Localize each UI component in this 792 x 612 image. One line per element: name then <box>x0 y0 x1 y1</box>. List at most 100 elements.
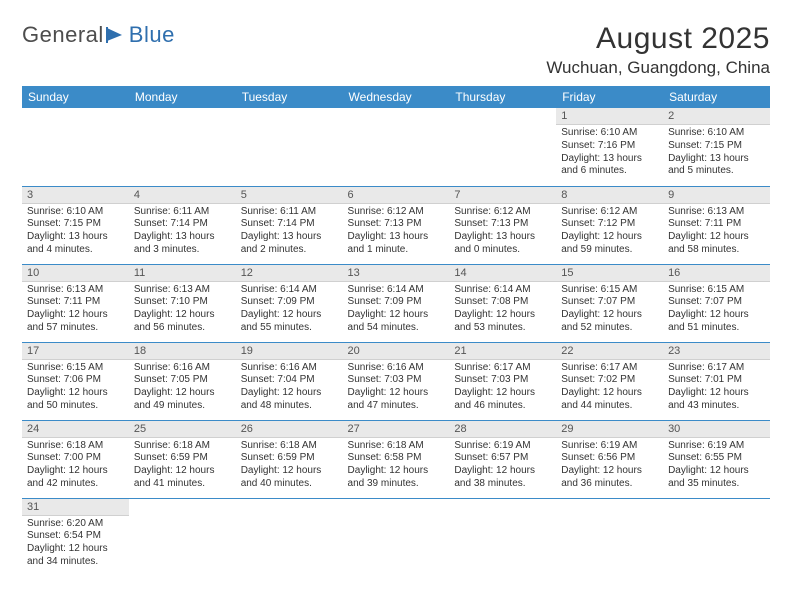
calendar-cell <box>236 108 343 186</box>
daylight-line: Daylight: 12 hours and 58 minutes. <box>668 231 765 257</box>
day-body: Sunrise: 6:18 AMSunset: 6:59 PMDaylight:… <box>129 438 236 494</box>
sunset-line: Sunset: 6:58 PM <box>348 452 445 465</box>
day-body: Sunrise: 6:19 AMSunset: 6:56 PMDaylight:… <box>556 438 663 494</box>
calendar-cell <box>129 498 236 576</box>
weekday-header: Thursday <box>449 86 556 108</box>
sunset-line: Sunset: 6:56 PM <box>561 452 658 465</box>
daylight-line: Daylight: 13 hours and 4 minutes. <box>27 231 124 257</box>
sunrise-line: Sunrise: 6:18 AM <box>27 440 124 453</box>
title-block: August 2025 Wuchuan, Guangdong, China <box>546 22 770 78</box>
calendar-cell: 3Sunrise: 6:10 AMSunset: 7:15 PMDaylight… <box>22 186 129 264</box>
day-number: 8 <box>556 187 663 204</box>
day-body: Sunrise: 6:17 AMSunset: 7:02 PMDaylight:… <box>556 360 663 416</box>
daylight-line: Daylight: 12 hours and 39 minutes. <box>348 465 445 491</box>
calendar-cell: 2Sunrise: 6:10 AMSunset: 7:15 PMDaylight… <box>663 108 770 186</box>
calendar-cell: 24Sunrise: 6:18 AMSunset: 7:00 PMDayligh… <box>22 420 129 498</box>
sunrise-line: Sunrise: 6:14 AM <box>241 284 338 297</box>
calendar-cell: 22Sunrise: 6:17 AMSunset: 7:02 PMDayligh… <box>556 342 663 420</box>
day-body: Sunrise: 6:13 AMSunset: 7:11 PMDaylight:… <box>663 204 770 260</box>
sunset-line: Sunset: 7:13 PM <box>348 218 445 231</box>
calendar-cell: 27Sunrise: 6:18 AMSunset: 6:58 PMDayligh… <box>343 420 450 498</box>
day-number: 3 <box>22 187 129 204</box>
sunset-line: Sunset: 6:54 PM <box>27 530 124 543</box>
sunrise-line: Sunrise: 6:18 AM <box>134 440 231 453</box>
daylight-line: Daylight: 12 hours and 55 minutes. <box>241 309 338 335</box>
sunrise-line: Sunrise: 6:10 AM <box>668 127 765 140</box>
sunset-line: Sunset: 7:14 PM <box>134 218 231 231</box>
calendar-cell <box>343 108 450 186</box>
sunset-line: Sunset: 7:04 PM <box>241 374 338 387</box>
sunrise-line: Sunrise: 6:14 AM <box>454 284 551 297</box>
calendar-body: 1Sunrise: 6:10 AMSunset: 7:16 PMDaylight… <box>22 108 770 576</box>
daylight-line: Daylight: 12 hours and 49 minutes. <box>134 387 231 413</box>
day-body: Sunrise: 6:16 AMSunset: 7:05 PMDaylight:… <box>129 360 236 416</box>
location: Wuchuan, Guangdong, China <box>546 58 770 78</box>
daylight-line: Daylight: 12 hours and 43 minutes. <box>668 387 765 413</box>
sunset-line: Sunset: 7:15 PM <box>668 140 765 153</box>
day-body: Sunrise: 6:15 AMSunset: 7:06 PMDaylight:… <box>22 360 129 416</box>
calendar-cell: 21Sunrise: 6:17 AMSunset: 7:03 PMDayligh… <box>449 342 556 420</box>
daylight-line: Daylight: 12 hours and 44 minutes. <box>561 387 658 413</box>
sunrise-line: Sunrise: 6:13 AM <box>134 284 231 297</box>
sunrise-line: Sunrise: 6:13 AM <box>27 284 124 297</box>
sunrise-line: Sunrise: 6:16 AM <box>348 362 445 375</box>
daylight-line: Daylight: 13 hours and 1 minute. <box>348 231 445 257</box>
calendar-cell: 4Sunrise: 6:11 AMSunset: 7:14 PMDaylight… <box>129 186 236 264</box>
day-body: Sunrise: 6:17 AMSunset: 7:01 PMDaylight:… <box>663 360 770 416</box>
sunrise-line: Sunrise: 6:10 AM <box>27 206 124 219</box>
sunrise-line: Sunrise: 6:17 AM <box>561 362 658 375</box>
day-body: Sunrise: 6:19 AMSunset: 6:57 PMDaylight:… <box>449 438 556 494</box>
daylight-line: Daylight: 12 hours and 57 minutes. <box>27 309 124 335</box>
calendar-cell: 26Sunrise: 6:18 AMSunset: 6:59 PMDayligh… <box>236 420 343 498</box>
calendar-cell <box>22 108 129 186</box>
daylight-line: Daylight: 13 hours and 6 minutes. <box>561 153 658 179</box>
weekday-header: Friday <box>556 86 663 108</box>
day-number: 21 <box>449 343 556 360</box>
calendar-cell <box>663 498 770 576</box>
calendar-cell: 7Sunrise: 6:12 AMSunset: 7:13 PMDaylight… <box>449 186 556 264</box>
sunset-line: Sunset: 7:03 PM <box>348 374 445 387</box>
calendar-cell <box>343 498 450 576</box>
day-number: 10 <box>22 265 129 282</box>
sunset-line: Sunset: 7:02 PM <box>561 374 658 387</box>
day-body: Sunrise: 6:20 AMSunset: 6:54 PMDaylight:… <box>22 516 129 572</box>
calendar-table: Sunday Monday Tuesday Wednesday Thursday… <box>22 86 770 576</box>
day-body: Sunrise: 6:17 AMSunset: 7:03 PMDaylight:… <box>449 360 556 416</box>
sunrise-line: Sunrise: 6:19 AM <box>668 440 765 453</box>
sunset-line: Sunset: 7:08 PM <box>454 296 551 309</box>
calendar-row: 3Sunrise: 6:10 AMSunset: 7:15 PMDaylight… <box>22 186 770 264</box>
header: General Blue August 2025 Wuchuan, Guangd… <box>22 22 770 78</box>
sunrise-line: Sunrise: 6:11 AM <box>241 206 338 219</box>
daylight-line: Daylight: 12 hours and 56 minutes. <box>134 309 231 335</box>
sunrise-line: Sunrise: 6:12 AM <box>454 206 551 219</box>
calendar-row: 31Sunrise: 6:20 AMSunset: 6:54 PMDayligh… <box>22 498 770 576</box>
sunrise-line: Sunrise: 6:10 AM <box>561 127 658 140</box>
day-body: Sunrise: 6:12 AMSunset: 7:12 PMDaylight:… <box>556 204 663 260</box>
daylight-line: Daylight: 13 hours and 2 minutes. <box>241 231 338 257</box>
sunset-line: Sunset: 7:09 PM <box>241 296 338 309</box>
sunset-line: Sunset: 7:01 PM <box>668 374 765 387</box>
sunrise-line: Sunrise: 6:13 AM <box>668 206 765 219</box>
calendar-cell <box>129 108 236 186</box>
daylight-line: Daylight: 12 hours and 36 minutes. <box>561 465 658 491</box>
calendar-row: 1Sunrise: 6:10 AMSunset: 7:16 PMDaylight… <box>22 108 770 186</box>
weekday-header: Saturday <box>663 86 770 108</box>
calendar-cell: 28Sunrise: 6:19 AMSunset: 6:57 PMDayligh… <box>449 420 556 498</box>
daylight-line: Daylight: 12 hours and 53 minutes. <box>454 309 551 335</box>
calendar-row: 10Sunrise: 6:13 AMSunset: 7:11 PMDayligh… <box>22 264 770 342</box>
weekday-header: Tuesday <box>236 86 343 108</box>
sunset-line: Sunset: 6:55 PM <box>668 452 765 465</box>
calendar-cell <box>556 498 663 576</box>
calendar-cell <box>449 108 556 186</box>
logo-flag-icon <box>106 26 128 44</box>
daylight-line: Daylight: 12 hours and 52 minutes. <box>561 309 658 335</box>
day-body: Sunrise: 6:10 AMSunset: 7:16 PMDaylight:… <box>556 125 663 181</box>
calendar-cell: 19Sunrise: 6:16 AMSunset: 7:04 PMDayligh… <box>236 342 343 420</box>
calendar-cell <box>449 498 556 576</box>
daylight-line: Daylight: 12 hours and 50 minutes. <box>27 387 124 413</box>
daylight-line: Daylight: 12 hours and 48 minutes. <box>241 387 338 413</box>
sunset-line: Sunset: 7:07 PM <box>561 296 658 309</box>
calendar-cell: 18Sunrise: 6:16 AMSunset: 7:05 PMDayligh… <box>129 342 236 420</box>
day-body: Sunrise: 6:12 AMSunset: 7:13 PMDaylight:… <box>343 204 450 260</box>
weekday-header: Wednesday <box>343 86 450 108</box>
